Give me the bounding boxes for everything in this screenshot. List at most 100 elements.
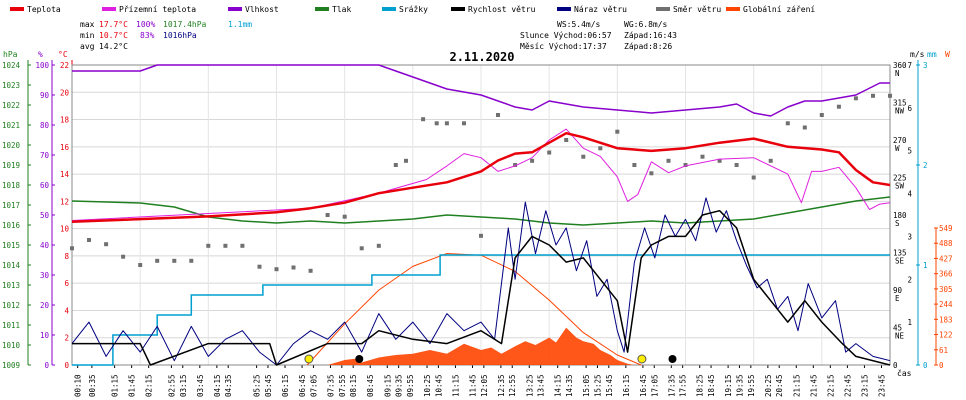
- stat-label: avg: [80, 42, 95, 51]
- stat-min-humidity: 83%: [140, 31, 155, 40]
- wind-direction-point: [751, 175, 756, 180]
- wm-unit: W: [945, 50, 950, 59]
- hpa-tick-label: 1011: [2, 321, 20, 330]
- legend-label: Přízemní teplota: [119, 5, 196, 14]
- sunset-marker: [637, 354, 647, 364]
- wm-tick-label: 183: [939, 315, 953, 324]
- x-tick-label: 19:55: [747, 374, 756, 397]
- wind-direction-point: [479, 233, 483, 238]
- legend-swatch: [10, 7, 24, 11]
- x-tick-label: 15:45: [605, 374, 614, 397]
- dir-tick-name: NE: [895, 332, 905, 341]
- c-tick-label: 4: [64, 306, 69, 315]
- c-tick-label: 12: [60, 197, 69, 206]
- legend-label: Směr větru: [673, 5, 721, 14]
- dir-tick-label: 225: [893, 174, 907, 183]
- dir-tick-label: 45: [893, 324, 902, 333]
- x-tick-label: 08:15: [349, 374, 358, 397]
- hpa-tick-label: 1019: [2, 161, 20, 170]
- ms-tick-label: 7: [907, 61, 912, 70]
- wind-direction-point: [70, 246, 74, 251]
- wind-direction-point: [223, 243, 228, 248]
- legend-label: Globální záření: [743, 5, 815, 14]
- x-tick-label: 07:05: [309, 374, 318, 397]
- hpa-unit: hPa: [3, 50, 18, 59]
- dir-tick-name: NW: [895, 107, 905, 116]
- x-tick-label: 20:25: [764, 374, 773, 397]
- x-tick-label: 12:35: [497, 374, 506, 397]
- dir-tick-label: 90: [893, 286, 903, 295]
- x-tick-label: 12:05: [480, 374, 489, 397]
- sun-moon-info: WS:5.4m/s WG:6.8m/s Slunce Východ:06:57 Záp…: [520, 20, 677, 51]
- wind-direction-point: [274, 267, 279, 272]
- legend-label: Teplota: [27, 5, 61, 14]
- hpa-tick-label: 1023: [2, 81, 20, 90]
- c-tick-label: 2: [64, 334, 69, 343]
- pct-tick-label: 0: [44, 361, 49, 370]
- info-wg: WG:6.8m/s: [624, 20, 668, 29]
- mm-tick-label: 3: [923, 61, 928, 70]
- wind-direction-point: [434, 121, 439, 126]
- moonrise-marker: [668, 355, 677, 363]
- dir-unit: m/s: [910, 50, 925, 59]
- x-tick-label: 11:15: [451, 374, 460, 397]
- dir-tick-name: SE: [895, 257, 905, 266]
- x-tick-label: 12:55: [508, 374, 517, 397]
- legend-swatch: [102, 7, 116, 11]
- dir-tick-name: SW: [895, 182, 905, 191]
- hpa-tick-label: 1009: [2, 361, 20, 370]
- wind-direction-point: [513, 163, 518, 167]
- x-tick-label: 01:45: [128, 374, 137, 397]
- hpa-tick-label: 1022: [2, 101, 20, 110]
- wind-direction-point: [632, 163, 637, 167]
- legend-label: Rychlost větru: [468, 5, 536, 14]
- x-tick-label: 23:15: [860, 374, 869, 397]
- wind-direction-point: [700, 154, 705, 159]
- legend-swatch: [382, 7, 396, 11]
- pct-unit: %: [38, 50, 43, 59]
- wind-direction-point: [802, 125, 807, 130]
- x-tick-label: 09:35: [395, 374, 404, 397]
- x-tick-label: 16:45: [639, 374, 648, 397]
- grid: [71, 64, 891, 366]
- wind-direction-point: [649, 171, 654, 176]
- hpa-tick-label: 1018: [2, 181, 21, 190]
- wm-tick-label: 549: [939, 224, 953, 233]
- wind-direction-point: [404, 158, 408, 163]
- hpa-tick-label: 1012: [2, 301, 20, 310]
- x-tick-label: 09:55: [406, 374, 415, 397]
- x-tick-label: 04:15: [213, 374, 222, 397]
- wind-direction-point: [121, 254, 126, 259]
- stat-max-temp: 17.7°C: [99, 20, 128, 29]
- mm-tick-label: 2: [923, 161, 928, 170]
- wind-direction-point: [189, 258, 194, 263]
- wind-direction-point: [291, 265, 296, 270]
- wind-direction-point: [496, 113, 500, 117]
- wm-tick-label: 305: [939, 285, 953, 294]
- dir-tick-name: N: [895, 69, 900, 78]
- hpa-tick-label: 1024: [2, 61, 21, 70]
- wind-direction-point: [734, 163, 739, 167]
- wind-gust-line: [71, 197, 891, 366]
- plot-area: [70, 64, 892, 366]
- x-tick-label: 02:15: [145, 374, 154, 397]
- x-tick-label: 11:45: [468, 374, 477, 397]
- c-tick-label: 14: [60, 170, 70, 179]
- x-tick-label: 05:45: [264, 374, 273, 397]
- wind-direction-point: [871, 93, 875, 98]
- hpa-tick-label: 1010: [2, 341, 21, 350]
- legend-label: Tlak: [332, 5, 351, 14]
- legend-label: Srážky: [399, 5, 428, 14]
- pct-tick-label: 40: [40, 241, 50, 250]
- wind-direction-point: [342, 214, 347, 219]
- pct-tick-label: 70: [40, 151, 50, 160]
- dir-tick-label: 315: [893, 99, 907, 108]
- ms-tick-label: 6: [907, 104, 912, 113]
- dir-tick-label: 135: [893, 249, 907, 258]
- pct-tick-label: 80: [40, 121, 50, 130]
- hpa-tick-label: 1015: [2, 241, 20, 250]
- wind-direction-point: [581, 154, 586, 159]
- wm-tick-label: 244: [939, 300, 953, 309]
- mm-tick-label: 0: [923, 361, 928, 370]
- x-tick-label: 06:15: [281, 374, 290, 397]
